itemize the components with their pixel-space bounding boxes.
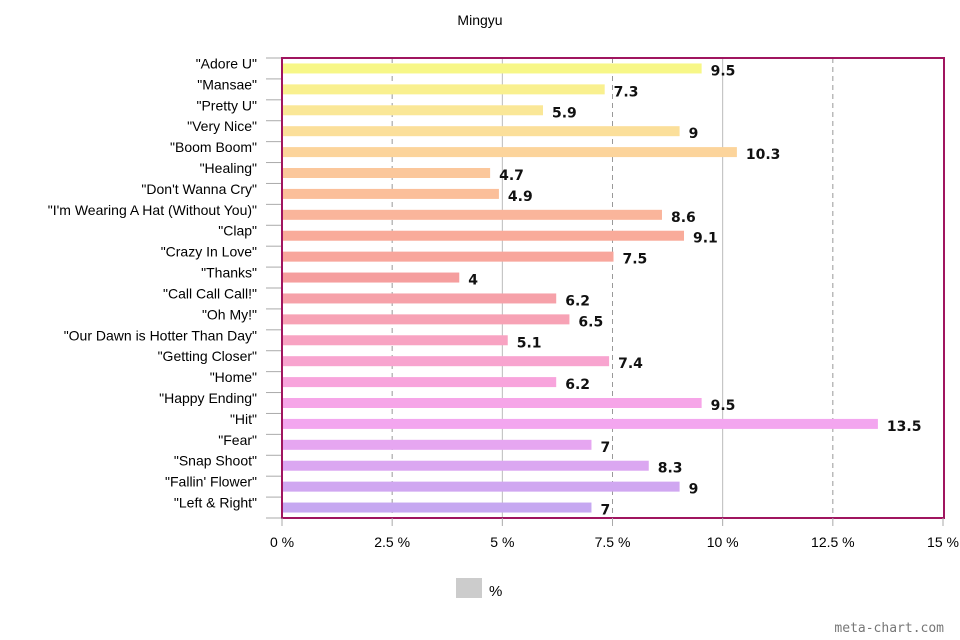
bar[interactable] bbox=[283, 481, 680, 492]
bar[interactable] bbox=[283, 335, 508, 346]
y-category-label: "Fear" bbox=[218, 432, 257, 448]
bar-value-label: 6.2 bbox=[565, 293, 590, 309]
bar-value-label: 4 bbox=[468, 273, 478, 289]
bars: 9.5 7.3 5.9 9 10.3 4.7 4.9 8.6 9.1 7.5 4 6.2 6.5 5.1 7… bbox=[283, 63, 922, 519]
bar-value-label: 5.9 bbox=[552, 105, 577, 121]
x-tick-label: 15 % bbox=[927, 534, 959, 550]
x-tick-label: 7.5 % bbox=[595, 534, 631, 550]
bar-value-label: 10.3 bbox=[746, 147, 781, 163]
x-axis-ticks: 0 % 2.5 % 5 % 7.5 % 10 % 12.5 % 15 % bbox=[270, 518, 959, 550]
y-category-label: "Call Call Call!" bbox=[163, 285, 257, 301]
bar-value-label: 7.3 bbox=[614, 84, 639, 100]
y-category-label: "Crazy In Love" bbox=[161, 244, 257, 260]
bar[interactable] bbox=[283, 126, 680, 137]
y-category-label: "Pretty U" bbox=[196, 97, 257, 113]
bar-value-label: 8.3 bbox=[658, 461, 683, 477]
bar-value-label: 9 bbox=[689, 126, 699, 142]
y-category-label: "Adore U" bbox=[196, 55, 257, 71]
bar-value-label: 7 bbox=[600, 440, 610, 456]
bar[interactable] bbox=[283, 502, 592, 513]
bar-value-label: 9.5 bbox=[711, 63, 736, 79]
y-category-label: "Clap" bbox=[218, 223, 257, 239]
bar-value-label: 7.4 bbox=[618, 356, 643, 372]
y-category-label: "Snap Shoot" bbox=[174, 453, 257, 469]
x-tick-label: 0 % bbox=[270, 534, 294, 550]
bar[interactable] bbox=[283, 188, 499, 199]
y-category-label: "I'm Wearing A Hat (Without You)" bbox=[48, 202, 257, 218]
x-tick-label: 12.5 % bbox=[811, 534, 855, 550]
bar[interactable] bbox=[283, 356, 610, 367]
chart-title: Mingyu bbox=[457, 12, 502, 28]
y-category-label: "Boom Boom" bbox=[170, 139, 257, 155]
y-category-label: "Fallin' Flower" bbox=[165, 474, 257, 490]
y-category-label: "Healing" bbox=[200, 160, 257, 176]
bar[interactable] bbox=[283, 272, 460, 283]
y-category-label: "Very Nice" bbox=[187, 118, 257, 134]
y-category-label: "Our Dawn is Hotter Than Day" bbox=[64, 327, 257, 343]
bar-value-label: 4.7 bbox=[499, 168, 524, 184]
legend-label[interactable]: % bbox=[489, 583, 502, 600]
bar-value-label: 6.5 bbox=[578, 314, 603, 330]
bar-value-label: 7 bbox=[600, 503, 610, 519]
y-category-label: "Left & Right" bbox=[174, 495, 257, 511]
bar[interactable] bbox=[283, 209, 662, 220]
bar[interactable] bbox=[283, 418, 878, 429]
bar[interactable] bbox=[283, 314, 570, 325]
y-category-label: "Home" bbox=[210, 369, 257, 385]
bar-value-label: 4.9 bbox=[508, 189, 533, 205]
y-category-label: "Mansae" bbox=[197, 76, 257, 92]
x-tick-label: 5 % bbox=[490, 534, 514, 550]
bar[interactable] bbox=[283, 439, 592, 450]
bar-value-label: 8.6 bbox=[671, 210, 696, 226]
bar[interactable] bbox=[283, 251, 614, 262]
bar[interactable] bbox=[283, 84, 605, 95]
legend[interactable]: % bbox=[456, 578, 502, 600]
bar[interactable] bbox=[283, 293, 557, 304]
bar[interactable] bbox=[283, 460, 649, 471]
x-tick-label: 10 % bbox=[707, 534, 739, 550]
y-category-label: "Happy Ending" bbox=[159, 390, 257, 406]
y-category-label: "Oh My!" bbox=[202, 306, 257, 322]
bar[interactable] bbox=[283, 230, 685, 241]
x-tick-label: 2.5 % bbox=[374, 534, 410, 550]
bar-value-label: 9.5 bbox=[711, 398, 736, 414]
bar[interactable] bbox=[283, 377, 557, 388]
bar-value-label: 13.5 bbox=[887, 419, 922, 435]
watermark: meta-chart.com bbox=[834, 621, 944, 636]
y-category-label: "Thanks" bbox=[201, 265, 257, 281]
y-axis-labels: "Adore U" "Mansae" "Pretty U" "Very Nice" "B… bbox=[48, 55, 281, 519]
bar-value-label: 9.1 bbox=[693, 231, 718, 247]
bar-value-label: 6.2 bbox=[565, 377, 590, 393]
y-category-label: "Hit" bbox=[230, 411, 257, 427]
bar[interactable] bbox=[283, 168, 491, 178]
bar[interactable] bbox=[283, 398, 702, 408]
bar[interactable] bbox=[283, 63, 702, 74]
bar[interactable] bbox=[283, 147, 737, 158]
y-category-label: "Getting Closer" bbox=[158, 348, 257, 364]
bar[interactable] bbox=[283, 105, 543, 116]
bar-value-label: 9 bbox=[689, 482, 699, 498]
bar-value-label: 7.5 bbox=[623, 252, 648, 268]
y-category-label: "Don't Wanna Cry" bbox=[141, 181, 257, 197]
bar-value-label: 5.1 bbox=[517, 335, 542, 351]
legend-swatch[interactable] bbox=[456, 578, 482, 598]
